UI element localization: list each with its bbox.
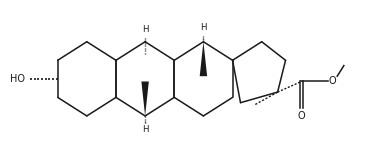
Polygon shape bbox=[141, 81, 149, 116]
Text: H: H bbox=[142, 25, 148, 34]
Text: H: H bbox=[200, 24, 207, 32]
Text: O: O bbox=[329, 76, 336, 86]
Text: H: H bbox=[142, 125, 148, 134]
Text: O: O bbox=[298, 111, 305, 121]
Polygon shape bbox=[200, 42, 207, 76]
Text: HO: HO bbox=[10, 74, 25, 84]
